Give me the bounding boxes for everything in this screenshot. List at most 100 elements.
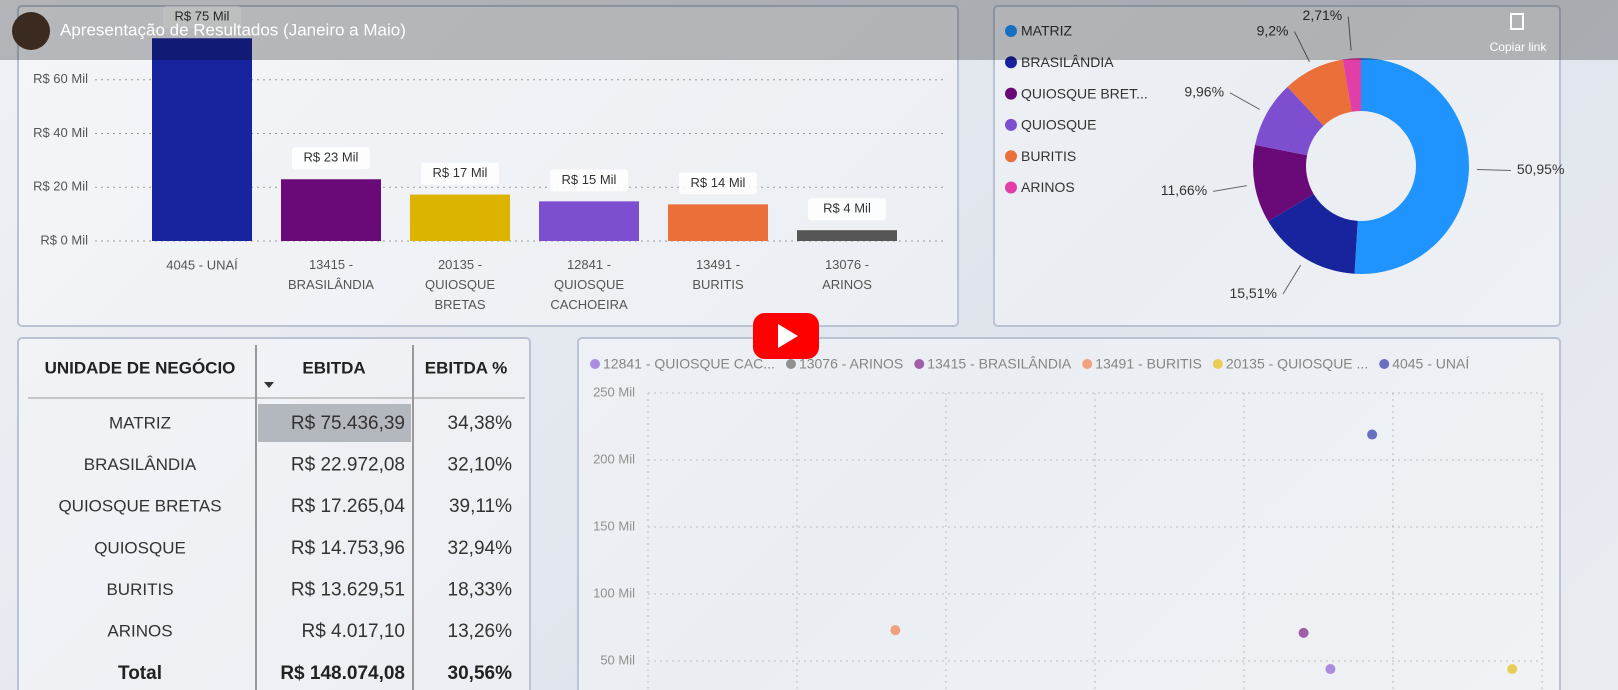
legend-label: 13415 - BRASILÂNDIA <box>927 356 1072 372</box>
legend-label: 4045 - UNAÍ <box>1392 356 1469 372</box>
table-cell: R$ 13.629,51 <box>291 579 405 600</box>
x-tick-label: 20135 -QUIOSQUE BRETAS <box>425 257 495 312</box>
table-header: UNIDADE DE NEGÓCIO <box>45 358 236 377</box>
legend-swatch <box>590 359 600 369</box>
table-total: 30,56% <box>448 663 513 684</box>
table-cell: MATRIZ <box>109 413 171 432</box>
table-cell: 18,33% <box>448 579 513 600</box>
y-tick-label: R$ 20 Mil <box>33 179 88 194</box>
y-tick-label: 150 Mil <box>593 518 635 533</box>
table-cell: BURITIS <box>106 580 173 599</box>
data-label: 15,51% <box>1229 285 1276 301</box>
x-tick-label: 13076 -ARINOS <box>822 257 872 292</box>
donut-slice <box>1255 86 1324 156</box>
legend-swatch <box>1005 56 1017 69</box>
table-cell: 32,94% <box>448 538 513 559</box>
table-cell: 32,10% <box>448 455 513 476</box>
donut-slice <box>1342 58 1361 112</box>
data-label-bg <box>292 147 370 170</box>
video-title[interactable]: Apresentação de Resultados (Janeiro a Ma… <box>60 20 406 39</box>
point <box>1367 429 1378 440</box>
data-label: 9,96% <box>1184 84 1224 100</box>
legend-swatch <box>1005 181 1017 194</box>
table-cell: R$ 17.265,04 <box>291 496 406 517</box>
leader-line <box>1229 92 1260 110</box>
table-cell: R$ 22.972,08 <box>291 455 405 476</box>
data-label: R$ 4 Mil <box>823 201 871 216</box>
legend-label: MATRIZ <box>1021 23 1073 39</box>
y-tick-label: 200 Mil <box>593 451 635 466</box>
donut-slice <box>1354 58 1469 274</box>
table-cell: QUIOSQUE <box>94 538 186 557</box>
y-tick-label: R$ 40 Mil <box>33 125 88 140</box>
legend-label: QUIOSQUE <box>1021 117 1096 133</box>
data-label: R$ 14 Mil <box>691 175 746 190</box>
legend-label: 13076 - ARINOS <box>799 356 903 372</box>
donut-slice <box>1268 194 1358 274</box>
table-cell: 13,26% <box>448 621 513 642</box>
sort-icon <box>264 382 274 388</box>
point <box>1507 664 1518 675</box>
data-label: 2,71% <box>1303 7 1343 23</box>
legend-label: 12841 - QUIOSQUE CAC... <box>603 356 775 372</box>
bar <box>410 194 510 241</box>
scatter-panel <box>577 337 1561 690</box>
legend-label: 13491 - BURITIS <box>1095 356 1202 372</box>
bar <box>797 230 897 241</box>
legend-swatch <box>1005 150 1017 163</box>
data-label: 11,66% <box>1161 182 1207 198</box>
selected-cell <box>258 404 411 442</box>
copy-link[interactable]: Copiar link <box>1490 40 1548 54</box>
table-cell: R$ 75.436,39 <box>291 413 405 434</box>
channel-avatar[interactable] <box>12 12 50 50</box>
data-label-bg <box>163 6 241 29</box>
x-tick-label: 12841 -QUIOSQUE CACHOEIRA <box>550 257 628 312</box>
table-header: EBITDA <box>302 358 365 377</box>
donut-slice <box>1252 144 1314 222</box>
donut-slice <box>1287 59 1352 126</box>
data-label: 9,2% <box>1257 22 1289 38</box>
point <box>1325 664 1336 675</box>
table-total: Total <box>118 663 162 684</box>
data-label-bg <box>679 172 757 195</box>
x-tick-label: 13491 -BURITIS <box>692 257 744 292</box>
table-cell: BRASILÂNDIA <box>84 455 197 474</box>
x-tick-label: 4045 - UNAÍ <box>166 257 238 272</box>
leader-line <box>1282 264 1302 295</box>
table-cell: 39,11% <box>449 496 512 517</box>
data-label-bg <box>808 198 886 221</box>
y-tick-label: 50 Mil <box>600 652 635 667</box>
leader-line <box>1294 31 1311 63</box>
legend-label: BRASILÂNDIA <box>1021 54 1114 70</box>
table-cell: QUIOSQUE BRETAS <box>58 497 221 516</box>
table-header: EBITDA % <box>425 358 508 377</box>
x-tick-label: 13415 -BRASILÂNDIA <box>288 257 374 292</box>
table-cell: R$ 14.753,96 <box>291 538 405 559</box>
y-tick-label: R$ 60 Mil <box>33 71 88 86</box>
data-label: R$ 23 Mil <box>304 150 359 165</box>
table-cell: 34,38% <box>448 413 513 434</box>
data-label: R$ 75 Mil <box>175 9 230 24</box>
y-tick-label: 100 Mil <box>593 585 635 600</box>
leader-line <box>1347 16 1352 51</box>
legend-swatch <box>914 359 925 369</box>
legend-swatch <box>1005 25 1017 37</box>
point <box>890 625 901 636</box>
table-cell: R$ 4.017,10 <box>301 621 405 642</box>
legend-label: ARINOS <box>1021 179 1075 195</box>
data-label: R$ 15 Mil <box>562 172 617 187</box>
bar <box>152 38 252 241</box>
copy-icon[interactable] <box>1510 13 1524 30</box>
legend-swatch <box>1212 359 1223 369</box>
legend-label: QUIOSQUE BRET... <box>1021 85 1148 101</box>
legend-swatch <box>1005 87 1017 100</box>
leader-line <box>1476 168 1511 171</box>
legend-label: 20135 - QUIOSQUE ... <box>1226 356 1368 372</box>
bar <box>539 201 639 241</box>
legend-swatch <box>1082 359 1093 369</box>
leader-line <box>1213 185 1247 192</box>
legend-label: BURITIS <box>1021 148 1076 164</box>
y-tick-label: 250 Mil <box>593 384 635 399</box>
